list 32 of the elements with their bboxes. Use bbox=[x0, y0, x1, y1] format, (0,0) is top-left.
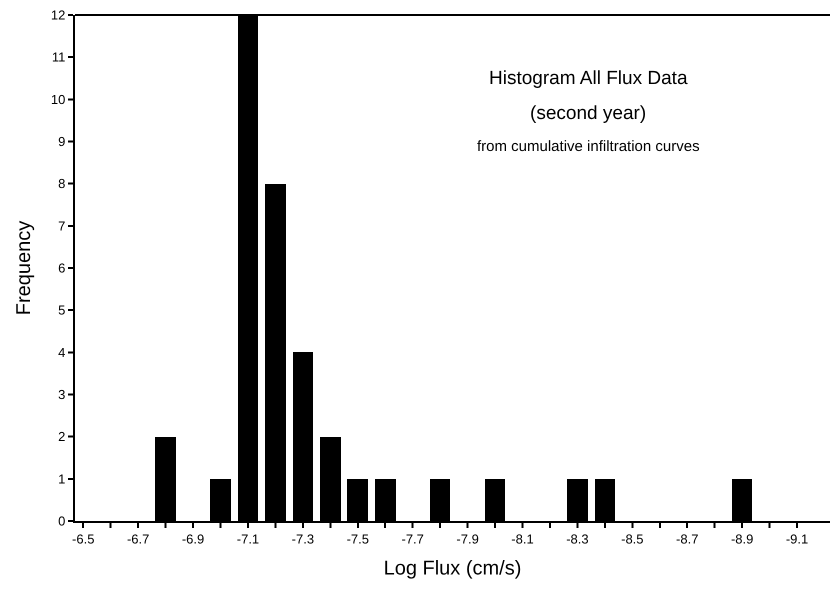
y-tick-label: 6 bbox=[58, 260, 66, 276]
y-tick-label: 0 bbox=[58, 514, 66, 529]
y-tick-label: 12 bbox=[50, 8, 66, 23]
x-tick-label: -7.5 bbox=[346, 532, 369, 547]
y-tick-label: 9 bbox=[58, 134, 66, 150]
y-axis-title: Frequency bbox=[12, 220, 35, 316]
x-tick-label: -6.7 bbox=[126, 532, 150, 547]
y-tick-label: 2 bbox=[58, 429, 66, 444]
text: Histogram All Flux Data bbox=[489, 68, 688, 89]
x-tick-label: -8.5 bbox=[621, 532, 644, 547]
y-tick-label: 7 bbox=[58, 218, 66, 234]
x-tick-label: -8.1 bbox=[511, 532, 534, 547]
x-tick-label: -7.7 bbox=[401, 532, 424, 547]
y-tick-label: 11 bbox=[52, 50, 66, 65]
y-tick-label: 8 bbox=[58, 176, 66, 192]
x-tick-label: -6.9 bbox=[182, 532, 204, 547]
x-axis-title: Log Flux (cm/s) bbox=[384, 558, 522, 580]
x-tick-label: -7.1 bbox=[236, 532, 260, 547]
y-tick-label: 1 bbox=[58, 471, 66, 486]
x-tick-label: -7.3 bbox=[292, 532, 314, 547]
x-tick-label: -6.5 bbox=[72, 532, 94, 547]
x-tick-label: -7.9 bbox=[456, 532, 479, 547]
x-tick-label: -8.7 bbox=[676, 532, 698, 547]
annotation: from cumulative infiltration curves bbox=[477, 138, 700, 155]
y-tick-label: 10 bbox=[50, 92, 66, 107]
y-tick-label: 5 bbox=[58, 302, 66, 318]
x-tick-label: -8.3 bbox=[566, 532, 589, 547]
text: (second year) bbox=[530, 103, 646, 124]
x-tick-label: -8.9 bbox=[730, 532, 754, 547]
y-tick-label: 4 bbox=[58, 344, 66, 360]
y-tick-label: 3 bbox=[58, 387, 66, 402]
x-tick-label: -9.1 bbox=[786, 532, 808, 547]
